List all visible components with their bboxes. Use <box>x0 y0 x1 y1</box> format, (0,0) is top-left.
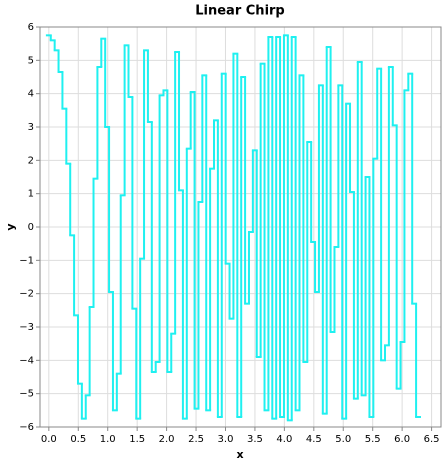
y-tick-label: −5 <box>19 389 34 400</box>
y-tick-label: 1 <box>28 189 34 200</box>
x-tick-label: 1.0 <box>100 434 116 445</box>
x-tick-label: 1.5 <box>129 434 145 445</box>
x-tick-label: 3.0 <box>218 434 234 445</box>
y-tick-label: 3 <box>28 122 34 133</box>
step-riser <box>49 35 418 421</box>
plot-frame <box>39 26 442 428</box>
x-tick-label: 2.0 <box>159 434 175 445</box>
x-tick-label: 5.5 <box>365 434 381 445</box>
x-axis-label: x <box>236 448 243 461</box>
x-tick-label: 6.0 <box>394 434 410 445</box>
x-tick-label: 0.0 <box>41 434 57 445</box>
chart-title: Linear Chirp <box>195 4 285 19</box>
x-tick-label: 4.5 <box>306 434 322 445</box>
y-axis-label: y <box>4 223 17 230</box>
y-tick-label: −4 <box>19 355 34 366</box>
x-tick-label: 2.5 <box>188 434 204 445</box>
y-tick-label: 5 <box>28 55 34 66</box>
x-tick-label: 3.5 <box>247 434 263 445</box>
y-tick-label: 2 <box>28 155 34 166</box>
y-tick-label: −3 <box>19 322 34 333</box>
y-tick-label: −6 <box>19 422 34 433</box>
y-tick-label: −1 <box>19 255 34 266</box>
y-tick-label: 6 <box>28 22 34 33</box>
x-tick-label: 0.5 <box>70 434 86 445</box>
y-tick-label: −2 <box>19 289 34 300</box>
y-tick-label: 4 <box>28 89 34 100</box>
x-tick-label: 4.0 <box>276 434 292 445</box>
x-tick-label: 6.5 <box>424 434 440 445</box>
x-tick-label: 5.0 <box>335 434 351 445</box>
y-tick-label: 0 <box>28 222 34 233</box>
